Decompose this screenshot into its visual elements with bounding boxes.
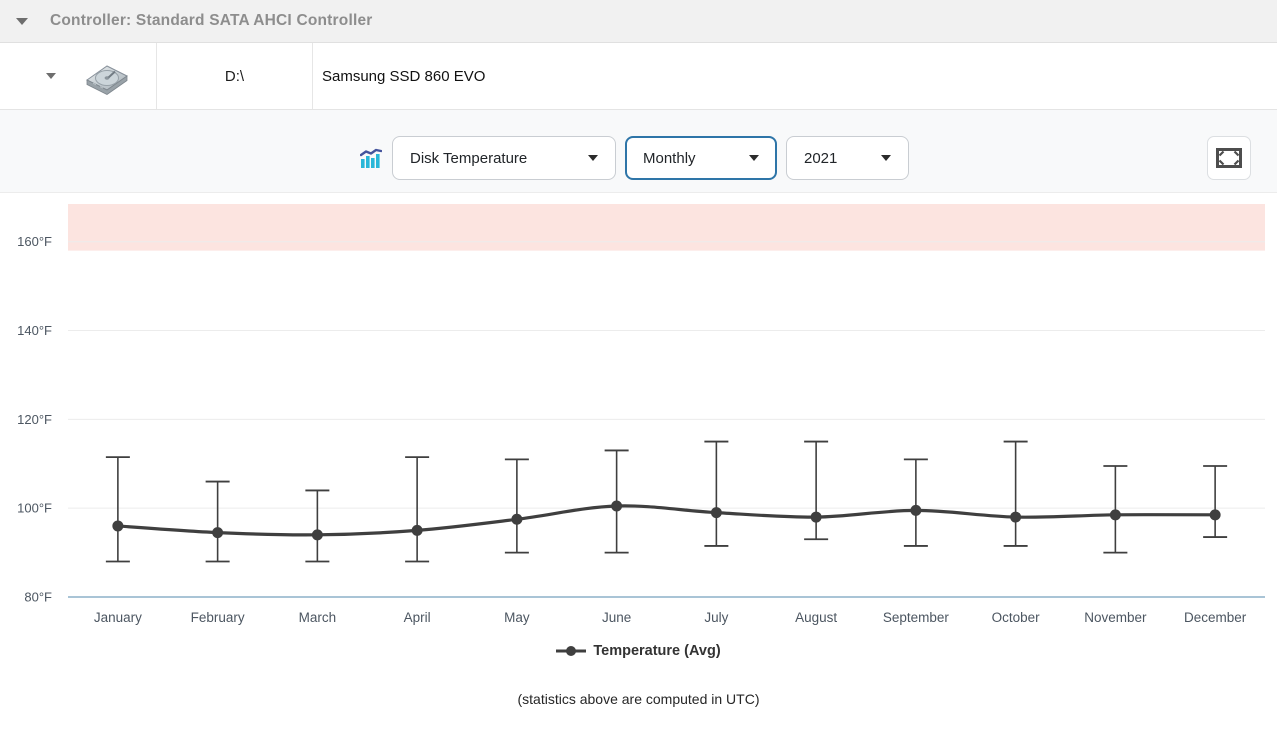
y-axis-label: 160°F (17, 234, 52, 249)
y-axis-label: 100°F (17, 501, 52, 516)
data-point (611, 500, 623, 512)
x-axis-label: April (404, 610, 431, 625)
bar-line-chart-icon (360, 148, 382, 168)
y-axis-label: 140°F (17, 323, 52, 338)
chart-toolbar: Disk Temperature Monthly 2021 (0, 110, 1277, 193)
x-axis-label: September (883, 610, 950, 625)
year-select[interactable]: 2021 (786, 136, 909, 180)
chevron-down-icon (588, 155, 598, 161)
hard-drive-icon (86, 65, 128, 95)
chart-legend[interactable]: Temperature (Avg) (0, 643, 1277, 659)
period-select[interactable]: Monthly (625, 136, 777, 180)
period-select-value: Monthly (643, 149, 696, 167)
x-axis-label: August (795, 610, 837, 625)
legend-marker-icon (556, 645, 587, 657)
metric-select-value: Disk Temperature (410, 149, 528, 167)
data-point (411, 524, 423, 536)
chevron-down-icon[interactable] (46, 73, 56, 79)
data-point (112, 520, 124, 532)
utc-footnote: (statistics above are computed in UTC) (517, 691, 760, 707)
x-axis-label: March (299, 610, 337, 625)
drive-letter[interactable]: D:\ (157, 43, 313, 109)
chevron-down-icon[interactable] (16, 17, 28, 25)
data-point (910, 504, 922, 516)
year-select-value: 2021 (804, 149, 838, 167)
y-axis-label: 80°F (24, 590, 52, 605)
x-axis-label: May (504, 610, 530, 625)
metric-select[interactable]: Disk Temperature (392, 136, 616, 180)
temperature-chart: 80°F 100°F 120°F 140°F 160°F January February M… (17, 204, 1265, 625)
data-point (511, 513, 523, 525)
legend-label: Temperature (Avg) (593, 643, 721, 659)
drive-expander-cell (0, 43, 157, 109)
controller-title: Controller: Standard SATA AHCI Controlle… (50, 12, 373, 29)
data-point (810, 511, 822, 523)
drive-model[interactable]: Samsung SSD 860 EVO (322, 67, 486, 85)
y-axis-label: 120°F (17, 412, 52, 427)
data-point (1109, 509, 1121, 521)
x-axis-label: December (1184, 610, 1247, 625)
data-point (1209, 509, 1221, 521)
chevron-down-icon (749, 155, 759, 161)
fullscreen-button[interactable] (1207, 136, 1251, 180)
x-axis-label: February (191, 610, 245, 625)
data-point (1010, 511, 1022, 523)
chevron-down-icon (881, 155, 891, 161)
data-point (311, 529, 323, 541)
warning-plot-band (68, 204, 1265, 251)
x-axis-label: July (704, 610, 728, 625)
fullscreen-toggle-icon (1216, 148, 1242, 168)
x-axis-label: January (94, 610, 142, 625)
controller-header: Controller: Standard SATA AHCI Controlle… (0, 0, 1277, 43)
temperature-chart-section: 80°F 100°F 120°F 140°F 160°F January February M… (0, 193, 1277, 736)
x-axis-label: November (1084, 610, 1147, 625)
x-axis-label: June (602, 610, 631, 625)
temperature-avg-line (117, 504, 1216, 537)
data-point (212, 527, 224, 539)
x-axis-label: October (992, 610, 1041, 625)
drive-row[interactable]: D:\ Samsung SSD 860 EVO (0, 43, 1277, 110)
data-point (710, 507, 722, 519)
